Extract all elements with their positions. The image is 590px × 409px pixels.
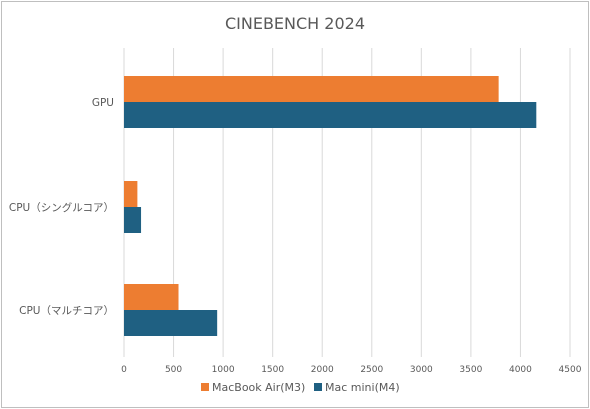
- chart-title: CINEBENCH 2024: [225, 14, 365, 33]
- bar-mac-mini-m4-1: [124, 207, 142, 233]
- bars: [124, 76, 537, 336]
- x-tick-label: 1000: [212, 365, 235, 375]
- x-tick-label: 3000: [410, 365, 433, 375]
- x-tick-label: 3500: [459, 365, 482, 375]
- category-label: GPU: [92, 97, 114, 109]
- x-tick-label: 500: [165, 365, 182, 375]
- x-tick-label: 2000: [311, 365, 334, 375]
- legend-label: MacBook Air(M3): [212, 381, 305, 394]
- category-labels: GPU CPU（シングルコア） CPU（マルチコア）: [9, 97, 114, 317]
- legend: MacBook Air(M3) Mac mini(M4): [201, 381, 400, 394]
- x-axis-ticks: 0 500 1000 1500 2000 2500 3000 3500 4000 4500: [121, 365, 582, 375]
- x-tick-label: 4000: [509, 365, 532, 375]
- bar-macbook-air-m3-2: [124, 284, 179, 310]
- x-tick-label: 1500: [261, 365, 284, 375]
- bar-macbook-air-m3-0: [124, 76, 499, 102]
- legend-swatch: [201, 383, 209, 391]
- bar-mac-mini-m4-0: [124, 102, 537, 128]
- category-label: CPU（マルチコア）: [19, 305, 114, 317]
- x-tick-label: 4500: [559, 365, 582, 375]
- category-label: CPU（シングルコア）: [9, 201, 114, 214]
- bar-mac-mini-m4-2: [124, 310, 218, 336]
- legend-label: Mac mini(M4): [325, 381, 400, 394]
- legend-swatch: [314, 383, 322, 391]
- x-tick-label: 2500: [360, 365, 383, 375]
- x-tick-label: 0: [121, 365, 127, 375]
- bar-macbook-air-m3-1: [124, 181, 138, 207]
